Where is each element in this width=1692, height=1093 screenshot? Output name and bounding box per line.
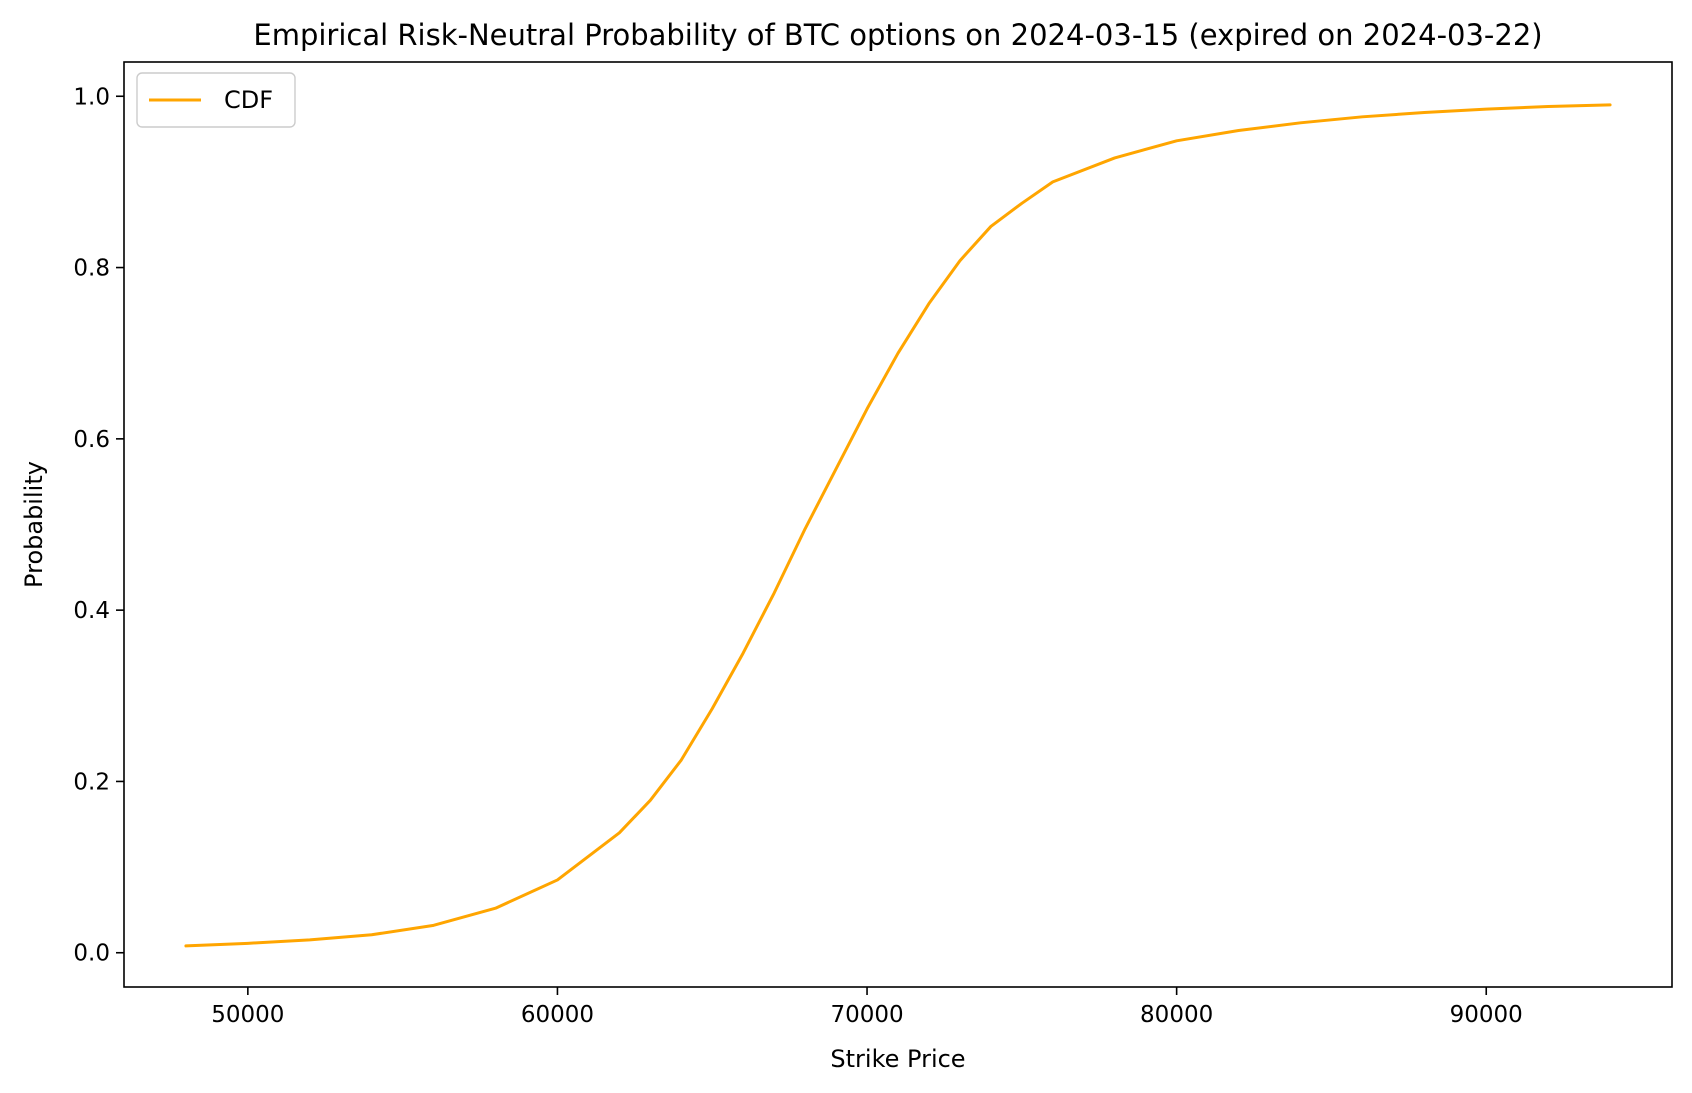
y-tick-label: 0.4 bbox=[73, 598, 110, 624]
y-tick-label: 1.0 bbox=[73, 84, 110, 110]
x-tick-label: 90000 bbox=[1450, 1002, 1523, 1028]
y-tick-label: 0.0 bbox=[73, 941, 110, 967]
legend: CDF bbox=[136, 72, 296, 128]
x-tick-label: 80000 bbox=[1140, 1002, 1213, 1028]
legend-box bbox=[136, 72, 296, 128]
plot-area: 50000 60000 70000 80000 90000 0.0 0.2 0.4 0.6 0.8… bbox=[73, 61, 1673, 1028]
y-tick-label: 0.8 bbox=[73, 256, 110, 282]
legend-label-cdf: CDF bbox=[224, 86, 273, 114]
series-line-cdf bbox=[184, 103, 1612, 948]
y-tick-label: 0.2 bbox=[73, 769, 110, 795]
x-tick-label: 60000 bbox=[521, 1002, 594, 1028]
plot-frame bbox=[123, 61, 1673, 988]
x-tick-label: 70000 bbox=[830, 1002, 903, 1028]
chart-title: Empirical Risk-Neutral Probability of BT… bbox=[253, 18, 1542, 52]
x-axis-label: Strike Price bbox=[830, 1045, 965, 1073]
x-tick-label: 50000 bbox=[211, 1002, 284, 1028]
y-axis-label: Probability bbox=[20, 461, 48, 588]
y-tick-label: 0.6 bbox=[73, 427, 110, 453]
